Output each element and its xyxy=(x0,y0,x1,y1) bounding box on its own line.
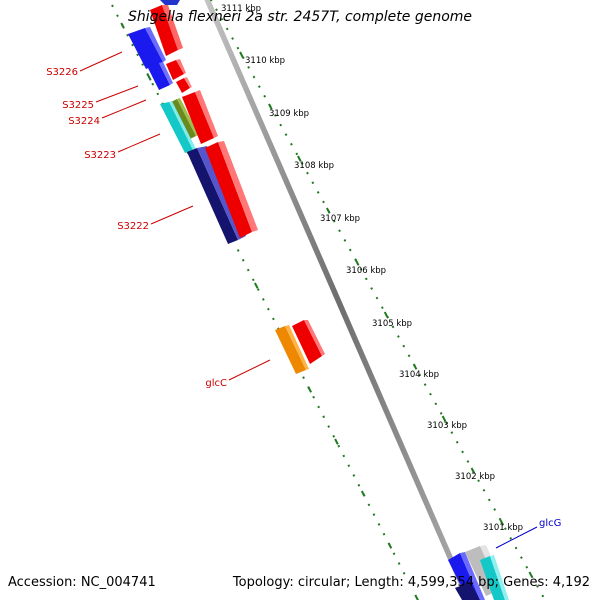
gene-arrow xyxy=(162,5,183,50)
gene-label-s3222: S3222 xyxy=(117,221,149,232)
gene-label-s3223: S3223 xyxy=(84,150,116,161)
ring-tick xyxy=(147,74,152,81)
gene-block xyxy=(159,62,173,85)
ring-tick xyxy=(307,386,312,393)
ring-tick xyxy=(360,490,366,497)
gene-label-s3226: S3226 xyxy=(46,67,78,78)
ring-tick xyxy=(354,259,360,266)
ring-tick xyxy=(325,207,331,214)
ring-tick xyxy=(387,542,393,549)
accession-text: Accession: NC_004741 xyxy=(8,575,156,590)
gene-label-glcg: glcG xyxy=(539,518,561,529)
gene-arrow xyxy=(292,320,322,364)
gene-arrow xyxy=(304,320,325,356)
gene-arrow xyxy=(176,59,186,74)
gene-arrow xyxy=(166,60,184,80)
gene-arrow xyxy=(182,92,214,144)
scale-label: 3101 kbp xyxy=(483,523,523,533)
gene-block xyxy=(460,552,485,600)
gene-arrow xyxy=(205,142,252,238)
gene-arrow xyxy=(184,77,192,88)
ring-tick xyxy=(470,467,476,474)
scale-label: 3104 kbp xyxy=(399,370,439,380)
inner-dotted-ring xyxy=(111,4,406,576)
gene-block xyxy=(177,98,199,136)
ring-tick xyxy=(297,155,302,162)
gene-block xyxy=(285,325,309,370)
scale-labels: 3111 kbp 3110 kbp 3109 kbp 3108 kbp 3107… xyxy=(221,4,523,533)
gene-block xyxy=(187,148,238,244)
ring-tick xyxy=(383,311,389,318)
scale-label: 3107 kbp xyxy=(320,214,360,224)
gene-block xyxy=(169,101,196,150)
gene-arrow xyxy=(150,5,178,56)
scale-label: 3103 kbp xyxy=(427,421,467,431)
gene-label-s3225: S3225 xyxy=(62,100,94,111)
gene-block xyxy=(160,0,180,5)
gene-block xyxy=(148,63,170,90)
ring-tick xyxy=(441,415,447,422)
ring-tick xyxy=(239,51,244,58)
genome-axis xyxy=(204,0,472,600)
gene-block xyxy=(455,582,480,600)
inner-ring-ticks xyxy=(120,22,534,600)
gene-block xyxy=(145,27,166,62)
scale-label: 3105 kbp xyxy=(372,319,412,329)
gene-arrow xyxy=(176,78,190,93)
ring-tick xyxy=(120,22,125,29)
ring-tick xyxy=(334,438,339,445)
ring-tick xyxy=(412,363,418,370)
gene-block xyxy=(160,102,193,153)
map-title: Shigella flexneri 2a str. 2457T, complet… xyxy=(127,9,473,25)
ring-tick xyxy=(499,519,505,526)
gene-labels: S3226 S3225 S3224 S3223 S3222 glcC glcG xyxy=(46,51,561,549)
genome-summary-text: Topology: circular; Length: 4,599,354 bp… xyxy=(232,575,590,590)
scale-label: 3108 kbp xyxy=(294,161,334,171)
scale-label: 3109 kbp xyxy=(269,109,309,119)
scale-label: 3111 kbp xyxy=(221,4,261,14)
gene-arrow xyxy=(218,141,258,232)
gene-features xyxy=(128,0,509,600)
gene-block xyxy=(480,556,505,600)
gene-label-glcc: glcC xyxy=(205,378,227,389)
ring-tick xyxy=(254,282,259,289)
gene-arrow xyxy=(195,90,218,138)
gene-block xyxy=(275,326,306,374)
scale-label: 3102 kbp xyxy=(455,472,495,482)
ring-tick xyxy=(528,571,534,578)
scale-label: 3106 kbp xyxy=(346,266,386,276)
ring-tick xyxy=(268,103,273,110)
gene-block xyxy=(128,28,163,69)
outer-dotted-ring xyxy=(209,0,546,600)
gene-block xyxy=(490,555,509,600)
gene-label-s3224: S3224 xyxy=(68,116,100,127)
scale-label: 3110 kbp xyxy=(245,56,285,66)
ring-tick xyxy=(414,594,419,600)
